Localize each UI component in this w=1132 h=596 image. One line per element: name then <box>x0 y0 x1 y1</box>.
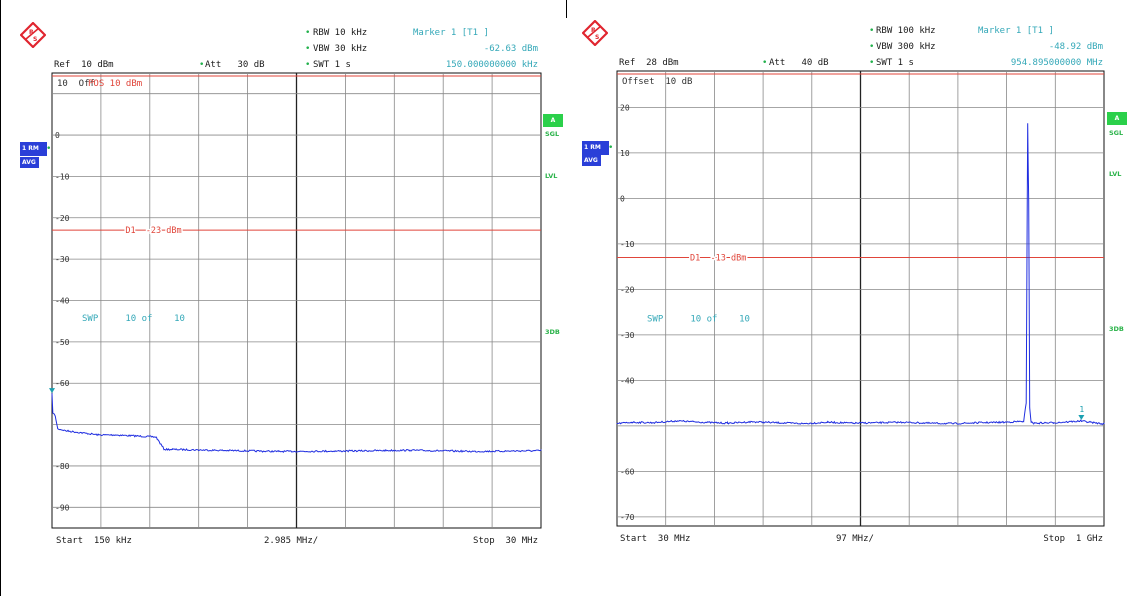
vbw-dot: • <box>305 44 311 54</box>
spectrum-plot-left: R S • RBW 10 kHz • VBW 30 kHz • SWT 1 s … <box>20 22 563 546</box>
limit-line-label: D1 -23 dBm <box>125 226 181 236</box>
vbw-text: VBW 30 kHz <box>313 44 368 54</box>
swt-text-right: SWT 1 s <box>876 58 914 68</box>
trace-indicator-right: 1 RM <box>582 141 609 155</box>
y-tick-label: -40 <box>55 297 70 306</box>
y-tick-label: -40 <box>620 376 635 385</box>
y-tick-label: -70 <box>620 513 635 522</box>
footer-start-right: Start 30 MHz <box>620 534 691 544</box>
rbw-text-right: RBW 100 kHz <box>876 26 936 36</box>
position-text: POS 10 dBm <box>88 79 142 89</box>
swt-text: SWT 1 s <box>313 60 351 70</box>
swt-dot-right: • <box>869 58 875 68</box>
y-tick-label: -50 <box>55 338 70 347</box>
plot-area-left: 0 -10 -20 -30 -40 -50 -60 -80 -90 D1 -23 dBm 10 Of… <box>49 72 542 529</box>
svg-text:S: S <box>595 34 599 41</box>
label-3db-right: 3DB <box>1109 325 1124 333</box>
marker-label: 1 <box>1079 405 1084 414</box>
rbw-dot-right: • <box>869 26 875 36</box>
spectrum-plot-right: R S • RBW 100 kHz • VBW 300 kHz • SWT 1 … <box>566 0 1132 596</box>
label-sgl: SGL <box>545 130 560 138</box>
trace-dot: • <box>46 144 52 154</box>
label-3db: 3DB <box>545 328 560 336</box>
footer-stop: Stop 30 MHz <box>472 536 538 546</box>
svg-text:S: S <box>33 36 37 43</box>
marker-triangle <box>49 388 55 394</box>
offset-text: 10 Off <box>57 79 95 89</box>
limit-line-label: D1 -13 dBm <box>690 254 746 264</box>
left-border <box>0 0 1 596</box>
y-tick-label: 20 <box>620 103 630 112</box>
trace-line <box>616 123 1105 426</box>
att-dot-right: • <box>762 58 768 68</box>
trace-indicator: 1 RM <box>20 142 47 156</box>
y-tick-label: 10 <box>620 149 630 158</box>
y-tick-label: -80 <box>55 462 70 471</box>
marker-title: Marker 1 [T1 ] <box>413 28 489 38</box>
label-lvl: LVL <box>545 172 558 180</box>
vbw-text-right: VBW 300 kHz <box>876 42 936 52</box>
rbw-dot: • <box>305 28 311 38</box>
plot-area-right: 20 10 0 -10 -20 -30 -40 -60 -70 D1 -13 dBm Offset … <box>616 70 1105 527</box>
footer-start: Start 150 kHz <box>56 536 132 546</box>
ref-level: Ref 10 dBm <box>54 60 114 70</box>
footer-span-right: 97 MHz/ <box>836 534 874 544</box>
y-tick-label: 0 <box>55 131 60 140</box>
marker-frequency-right: 954.895000000 MHz <box>1010 58 1103 68</box>
marker-title-right: Marker 1 [T1 ] <box>978 26 1054 36</box>
marker-level-right: -48.92 dBm <box>1048 42 1103 52</box>
label-a: A <box>543 114 563 127</box>
footer-span: 2.985 MHz/ <box>264 536 319 546</box>
att-text-right: Att 40 dB <box>769 58 829 68</box>
offset-text: Offset 10 dB <box>622 77 692 87</box>
att-dot: • <box>199 60 205 70</box>
vbw-dot-right: • <box>869 42 875 52</box>
sweep-counter: SWP 10 of 10 <box>647 314 750 324</box>
rohde-schwarz-logo: R S <box>20 22 46 48</box>
label-sgl-right: SGL <box>1109 129 1124 137</box>
label-lvl-right: LVL <box>1109 170 1122 178</box>
y-tick-label: -30 <box>620 331 635 340</box>
center-divider <box>566 0 567 18</box>
footer-stop-right: Stop 1 GHz <box>1043 534 1103 544</box>
y-tick-label: -30 <box>55 255 70 264</box>
trace-mode: AVG <box>20 157 39 168</box>
svg-text:R: R <box>29 29 34 36</box>
svg-text:R: R <box>591 27 596 34</box>
marker-triangle <box>1078 414 1085 420</box>
y-tick-label: -10 <box>55 172 70 181</box>
trace-mode-right: AVG <box>582 155 601 166</box>
y-tick-label: -10 <box>620 240 635 249</box>
ref-level-right: Ref 28 dBm <box>619 58 679 68</box>
y-tick-label: 0 <box>620 194 625 203</box>
trace-line <box>51 393 542 453</box>
rbw-text: RBW 10 kHz <box>313 28 368 38</box>
marker-level: -62.63 dBm <box>483 44 538 54</box>
y-tick-label: -20 <box>620 285 635 294</box>
marker-frequency: 150.000000000 kHz <box>445 60 538 70</box>
swt-dot: • <box>305 60 311 70</box>
y-tick-label: -60 <box>620 467 635 476</box>
y-tick-label: -20 <box>55 214 70 223</box>
sweep-counter: SWP 10 of 10 <box>82 314 185 324</box>
rohde-schwarz-logo-right: R S <box>582 20 608 46</box>
label-a-right: A <box>1107 112 1127 125</box>
trace-dot-right: • <box>608 143 614 153</box>
att-text: Att 30 dB <box>205 60 265 70</box>
y-tick-label: -60 <box>55 379 70 388</box>
y-tick-label: -90 <box>55 503 70 512</box>
